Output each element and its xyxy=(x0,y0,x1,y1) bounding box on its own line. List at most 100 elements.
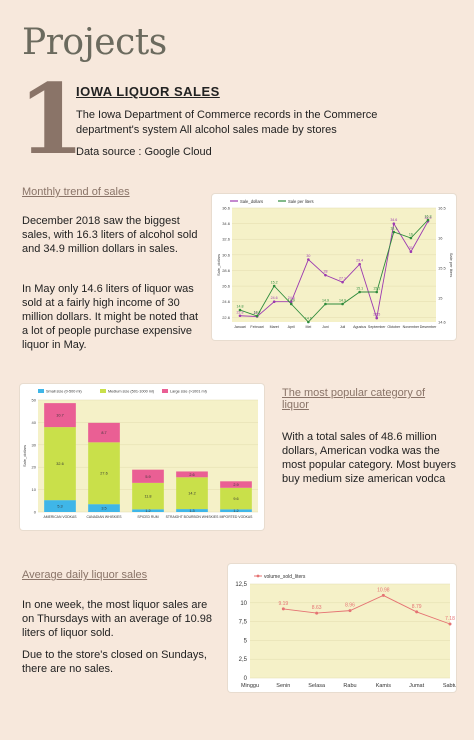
y-tick-label: 50 xyxy=(32,398,37,403)
legend-swatch xyxy=(100,389,106,393)
project-number: 1 xyxy=(18,63,85,176)
data-label-liters: 14.7 xyxy=(254,311,261,315)
series-line xyxy=(283,594,451,625)
bar-value-label: 1.2 xyxy=(233,509,238,513)
bar-value-label: 8.7 xyxy=(101,431,106,435)
data-point xyxy=(348,609,352,613)
bar-value-label: 14.2 xyxy=(188,492,195,496)
data-point xyxy=(315,611,319,615)
bar-segment xyxy=(88,422,120,443)
y-tick-label: 30 xyxy=(32,442,37,447)
bar-value-label: 32.6 xyxy=(56,462,63,466)
bar-segment xyxy=(176,471,208,478)
data-point-dollars xyxy=(341,280,344,284)
data-label-liters: 16.1 xyxy=(390,227,397,231)
data-label: 9.19 xyxy=(278,601,288,607)
data-point-liters xyxy=(255,314,259,318)
y-tick-label: 7,5 xyxy=(239,620,248,626)
bar-value-label: 27.6 xyxy=(100,472,107,476)
data-label-liters: 15.1 xyxy=(356,287,363,291)
monthly-para-1: December 2018 saw the biggest sales, wit… xyxy=(22,215,198,255)
data-point xyxy=(281,607,285,611)
data-label-liters: 14.6 xyxy=(305,317,312,321)
data-point-dollars xyxy=(238,314,242,318)
bar-value-label: 10.7 xyxy=(56,414,63,418)
y2-tick-label: 16 xyxy=(438,236,443,241)
bar-segment xyxy=(176,477,208,510)
x-tick-label: STRAIGHT BOURBON WHISKIES xyxy=(166,515,219,519)
y-tick-label: 24.6 xyxy=(222,299,231,304)
bar-segment xyxy=(220,509,252,512)
category-chart-card: Small size (0-500 ml) Medium size (501-10… xyxy=(20,384,264,530)
data-source: Data source : Google Cloud xyxy=(76,146,212,158)
y-tick-label: 0 xyxy=(34,510,37,515)
data-label-dollars: 28 xyxy=(323,270,327,274)
y2-tick-label: 14.6 xyxy=(438,320,447,325)
data-point-liters xyxy=(375,290,379,294)
data-point-dollars xyxy=(307,258,310,261)
data-point-dollars xyxy=(324,273,327,277)
y-tick-label: 5 xyxy=(244,638,248,644)
data-label: 8.79 xyxy=(412,604,422,610)
daily-para-2: Due to the store's closed on Sundays, th… xyxy=(22,649,207,675)
bar-value-label: 5.3 xyxy=(57,505,62,509)
data-label-dollars: 34.6 xyxy=(390,218,397,222)
category-chart: Small size (0-500 ml) Medium size (501-10… xyxy=(22,389,258,519)
x-tick-label: Juni xyxy=(322,325,329,329)
series-line-dollars xyxy=(239,221,429,319)
data-label-dollars: 22.8 xyxy=(237,310,244,314)
y2-tick-label: 16.5 xyxy=(438,206,447,211)
data-point-liters xyxy=(341,302,344,306)
data-label-dollars: 24.6 xyxy=(271,296,278,300)
x-tick-label: Januari xyxy=(234,325,246,329)
data-label-dollars: 22.7 xyxy=(254,311,261,315)
data-point-dollars xyxy=(272,300,276,303)
y-tick-label: 22.6 xyxy=(222,315,231,320)
data-label: 7.18 xyxy=(445,616,455,622)
legend-label: Sale_dollars xyxy=(240,199,263,204)
bar-segment xyxy=(176,509,208,512)
page-title: Projects xyxy=(22,22,167,63)
data-point xyxy=(448,622,452,626)
bar-segment xyxy=(88,504,120,512)
category-para: With a total sales of 48.6 million dolla… xyxy=(282,431,457,485)
x-tick-label: Februari xyxy=(250,325,264,329)
bar-value-label: 1.3 xyxy=(189,509,194,513)
bar-value-label: 9.6 xyxy=(233,497,238,501)
data-point-liters xyxy=(426,218,430,222)
y-tick-label: 10 xyxy=(32,487,37,492)
bar-value-label: 2.6 xyxy=(189,473,194,477)
x-tick-label: Senin xyxy=(276,683,290,689)
data-point-dollars xyxy=(289,300,293,303)
data-point-dollars xyxy=(392,222,396,225)
x-tick-label: Kamis xyxy=(376,683,392,689)
data-label-dollars: 24.6 xyxy=(288,296,295,300)
legend-label: volume_sold_liters xyxy=(264,574,306,580)
y-tick-label: 26.6 xyxy=(222,284,231,289)
data-label-liters: 16 xyxy=(409,233,413,237)
data-point-liters xyxy=(307,320,310,324)
data-point xyxy=(415,610,419,614)
y-tick-label: 20 xyxy=(32,465,37,470)
x-tick-label: Minggu xyxy=(241,683,259,689)
bar-value-label: 3.5 xyxy=(101,507,106,511)
data-point-liters xyxy=(409,236,413,240)
data-label-liters: 14.8 xyxy=(237,305,244,309)
y-axis-label: Sale_dollars xyxy=(22,445,27,467)
bar-segment xyxy=(220,481,252,488)
x-tick-label: Jumat xyxy=(409,683,424,689)
data-point-liters xyxy=(392,230,396,234)
x-tick-label: Selasa xyxy=(308,683,326,689)
plot-area xyxy=(232,208,436,322)
y-tick-label: 0 xyxy=(244,676,248,682)
monthly-chart-card: Sale_dollars Sale per liters 22.6 24.6 26.6 2… xyxy=(212,194,456,340)
daily-para-1: In one week, the most liquor sales are o… xyxy=(22,599,212,639)
bar-segment xyxy=(44,427,76,501)
x-tick-label: Desember xyxy=(420,325,437,329)
data-label-liters: 15.2 xyxy=(271,281,278,285)
bar-segment xyxy=(220,487,252,510)
y2-axis-label: Sale per liters xyxy=(449,253,454,277)
x-tick-label: Maret xyxy=(270,325,279,329)
data-label-dollars: 29.4 xyxy=(356,259,363,263)
data-point-liters xyxy=(324,302,327,306)
